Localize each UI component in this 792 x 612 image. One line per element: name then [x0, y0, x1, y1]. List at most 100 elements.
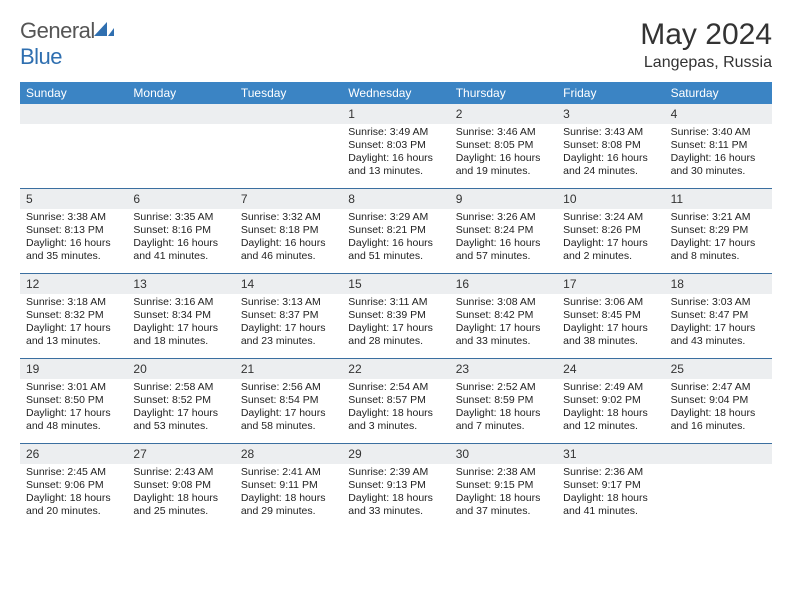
day-cell: 15Sunrise: 3:11 AMSunset: 8:39 PMDayligh… — [342, 274, 449, 358]
sunset-text: Sunset: 8:50 PM — [26, 394, 121, 407]
sunset-text: Sunset: 9:08 PM — [133, 479, 228, 492]
day-number-row: 20 — [127, 359, 234, 379]
daylight-text: Daylight: 17 hours and 18 minutes. — [133, 322, 228, 348]
sunrise-text: Sunrise: 2:52 AM — [456, 381, 551, 394]
day-detail: Sunrise: 3:32 AMSunset: 8:18 PMDaylight:… — [235, 209, 342, 268]
day-cell: 8Sunrise: 3:29 AMSunset: 8:21 PMDaylight… — [342, 189, 449, 273]
daylight-text: Daylight: 17 hours and 13 minutes. — [26, 322, 121, 348]
day-number: 9 — [450, 189, 557, 209]
day-number-row: 29 — [342, 444, 449, 464]
daylight-text: Daylight: 17 hours and 33 minutes. — [456, 322, 551, 348]
sunset-text: Sunset: 9:06 PM — [26, 479, 121, 492]
day-cell: 19Sunrise: 3:01 AMSunset: 8:50 PMDayligh… — [20, 359, 127, 443]
day-detail: Sunrise: 2:49 AMSunset: 9:02 PMDaylight:… — [557, 379, 664, 438]
day-number-row: . — [20, 104, 127, 124]
day-detail: Sunrise: 3:16 AMSunset: 8:34 PMDaylight:… — [127, 294, 234, 353]
day-number: 4 — [665, 104, 772, 124]
location: Langepas, Russia — [640, 54, 772, 72]
day-number: 30 — [450, 444, 557, 464]
daylight-text: Daylight: 17 hours and 48 minutes. — [26, 407, 121, 433]
sunset-text: Sunset: 8:52 PM — [133, 394, 228, 407]
day-cell: 26Sunrise: 2:45 AMSunset: 9:06 PMDayligh… — [20, 444, 127, 528]
day-number-row: 9 — [450, 189, 557, 209]
day-number: 17 — [557, 274, 664, 294]
day-number-row: 17 — [557, 274, 664, 294]
sunrise-text: Sunrise: 2:54 AM — [348, 381, 443, 394]
logo-sail-icon — [94, 18, 114, 36]
daylight-text: Daylight: 17 hours and 43 minutes. — [671, 322, 766, 348]
calendar: Sunday Monday Tuesday Wednesday Thursday… — [20, 82, 772, 528]
day-detail: Sunrise: 2:56 AMSunset: 8:54 PMDaylight:… — [235, 379, 342, 438]
day-number: 26 — [20, 444, 127, 464]
sunset-text: Sunset: 9:02 PM — [563, 394, 658, 407]
sunset-text: Sunset: 8:05 PM — [456, 139, 551, 152]
day-cell: 9Sunrise: 3:26 AMSunset: 8:24 PMDaylight… — [450, 189, 557, 273]
day-number: 21 — [235, 359, 342, 379]
day-cell: 30Sunrise: 2:38 AMSunset: 9:15 PMDayligh… — [450, 444, 557, 528]
sunrise-text: Sunrise: 2:43 AM — [133, 466, 228, 479]
day-detail: Sunrise: 2:52 AMSunset: 8:59 PMDaylight:… — [450, 379, 557, 438]
day-number-row: 12 — [20, 274, 127, 294]
sunset-text: Sunset: 8:26 PM — [563, 224, 658, 237]
day-detail: Sunrise: 3:01 AMSunset: 8:50 PMDaylight:… — [20, 379, 127, 438]
logo-part2: Blue — [20, 44, 62, 69]
daylight-text: Daylight: 16 hours and 46 minutes. — [241, 237, 336, 263]
day-cell: 10Sunrise: 3:24 AMSunset: 8:26 PMDayligh… — [557, 189, 664, 273]
day-number-row: . — [665, 444, 772, 464]
sunset-text: Sunset: 8:03 PM — [348, 139, 443, 152]
sunset-text: Sunset: 8:11 PM — [671, 139, 766, 152]
day-number-row: 31 — [557, 444, 664, 464]
sunrise-text: Sunrise: 2:58 AM — [133, 381, 228, 394]
day-number: 16 — [450, 274, 557, 294]
daylight-text: Daylight: 17 hours and 8 minutes. — [671, 237, 766, 263]
day-cell: 21Sunrise: 2:56 AMSunset: 8:54 PMDayligh… — [235, 359, 342, 443]
day-number: 19 — [20, 359, 127, 379]
sunset-text: Sunset: 8:37 PM — [241, 309, 336, 322]
dow-wednesday: Wednesday — [342, 82, 449, 104]
day-detail: Sunrise: 3:29 AMSunset: 8:21 PMDaylight:… — [342, 209, 449, 268]
daylight-text: Daylight: 17 hours and 58 minutes. — [241, 407, 336, 433]
sunrise-text: Sunrise: 3:18 AM — [26, 296, 121, 309]
daylight-text: Daylight: 16 hours and 24 minutes. — [563, 152, 658, 178]
day-number: 12 — [20, 274, 127, 294]
month-title: May 2024 — [640, 18, 772, 52]
sunrise-text: Sunrise: 3:16 AM — [133, 296, 228, 309]
sunrise-text: Sunrise: 3:03 AM — [671, 296, 766, 309]
day-number-row: 25 — [665, 359, 772, 379]
daylight-text: Daylight: 18 hours and 12 minutes. — [563, 407, 658, 433]
day-cell: . — [127, 104, 234, 188]
day-number: 7 — [235, 189, 342, 209]
day-detail: Sunrise: 2:38 AMSunset: 9:15 PMDaylight:… — [450, 464, 557, 523]
sunrise-text: Sunrise: 3:46 AM — [456, 126, 551, 139]
sunset-text: Sunset: 9:11 PM — [241, 479, 336, 492]
sunset-text: Sunset: 8:24 PM — [456, 224, 551, 237]
day-number: 13 — [127, 274, 234, 294]
day-number: 2 — [450, 104, 557, 124]
sunrise-text: Sunrise: 3:32 AM — [241, 211, 336, 224]
day-cell: 18Sunrise: 3:03 AMSunset: 8:47 PMDayligh… — [665, 274, 772, 358]
day-number-row: 4 — [665, 104, 772, 124]
week-row: 12Sunrise: 3:18 AMSunset: 8:32 PMDayligh… — [20, 274, 772, 359]
day-detail: Sunrise: 3:24 AMSunset: 8:26 PMDaylight:… — [557, 209, 664, 268]
daylight-text: Daylight: 17 hours and 28 minutes. — [348, 322, 443, 348]
day-number: 11 — [665, 189, 772, 209]
day-number: 22 — [342, 359, 449, 379]
sunrise-text: Sunrise: 2:39 AM — [348, 466, 443, 479]
day-cell: 24Sunrise: 2:49 AMSunset: 9:02 PMDayligh… — [557, 359, 664, 443]
day-number: 8 — [342, 189, 449, 209]
logo-text: GeneralBlue — [20, 18, 114, 70]
logo-part1: General — [20, 18, 95, 43]
sunrise-text: Sunrise: 3:13 AM — [241, 296, 336, 309]
day-detail: Sunrise: 3:08 AMSunset: 8:42 PMDaylight:… — [450, 294, 557, 353]
sunrise-text: Sunrise: 3:11 AM — [348, 296, 443, 309]
daylight-text: Daylight: 17 hours and 53 minutes. — [133, 407, 228, 433]
day-number-row: 16 — [450, 274, 557, 294]
sunrise-text: Sunrise: 2:38 AM — [456, 466, 551, 479]
day-number-row: 24 — [557, 359, 664, 379]
day-number-row: . — [235, 104, 342, 124]
day-number-row: 7 — [235, 189, 342, 209]
daylight-text: Daylight: 18 hours and 37 minutes. — [456, 492, 551, 518]
daylight-text: Daylight: 16 hours and 57 minutes. — [456, 237, 551, 263]
daylight-text: Daylight: 18 hours and 7 minutes. — [456, 407, 551, 433]
day-detail: Sunrise: 2:58 AMSunset: 8:52 PMDaylight:… — [127, 379, 234, 438]
